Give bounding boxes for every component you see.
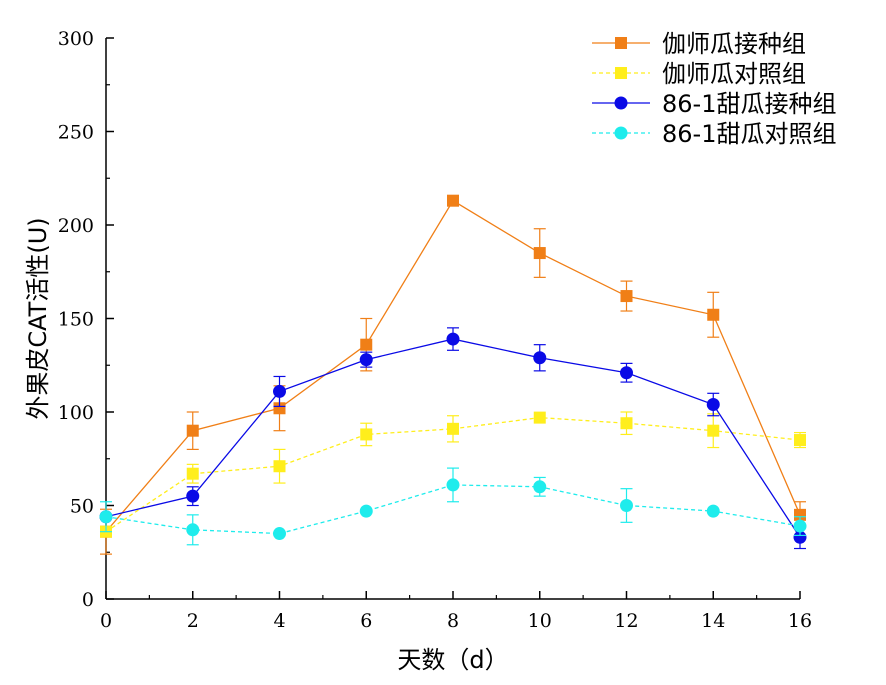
data-point — [273, 527, 286, 541]
x-tick-label: 14 — [701, 610, 725, 632]
data-point — [706, 504, 720, 518]
legend-swatch-marker — [614, 126, 628, 140]
data-point — [447, 422, 459, 435]
legend-swatch-marker — [615, 37, 627, 49]
data-point — [620, 290, 633, 303]
y-ticks: 0 50 100 150 200 250 300 — [58, 28, 114, 611]
data-point — [360, 428, 373, 441]
y-tick-label: 0 — [82, 589, 94, 611]
data-point — [620, 366, 633, 380]
data-point — [359, 353, 373, 367]
series-4 — [99, 467, 807, 546]
data-point — [707, 308, 720, 321]
data-point — [186, 467, 199, 480]
legend-item-4: 86-1甜瓜对照组 — [592, 120, 836, 148]
x-axis-label: 天数（d） — [397, 646, 508, 674]
data-point — [273, 402, 286, 415]
data-point — [359, 504, 373, 518]
legend-swatch-marker — [615, 67, 627, 79]
data-point — [533, 480, 547, 494]
y-tick-label: 200 — [58, 215, 94, 237]
data-point — [273, 460, 286, 473]
data-point — [447, 194, 459, 207]
data-point — [707, 424, 720, 437]
x-axis: 0 2 4 6 8 10 12 14 16 — [100, 591, 812, 632]
legend-label: 伽师瓜接种组 — [662, 30, 806, 58]
legend-item-2: 伽师瓜对照组 — [592, 60, 806, 88]
x-tick-label: 12 — [614, 610, 638, 632]
legend-item-1: 伽师瓜接种组 — [592, 30, 806, 58]
data-point — [186, 489, 200, 503]
data-point — [793, 519, 807, 533]
data-point — [446, 478, 460, 492]
legend-item-3: 86-1甜瓜接种组 — [592, 90, 836, 118]
y-axis-label: 外果皮CAT活性(U) — [24, 217, 52, 419]
x-tick-label: 4 — [273, 610, 285, 632]
data-point — [360, 338, 373, 351]
legend-label: 86-1甜瓜接种组 — [662, 90, 836, 118]
data-point — [794, 508, 806, 521]
legend-label: 伽师瓜对照组 — [662, 60, 806, 88]
y-tick-label: 150 — [58, 309, 94, 331]
x-ticks: 0 2 4 6 8 10 12 14 16 — [100, 591, 812, 632]
data-point — [186, 523, 200, 537]
x-tick-label: 0 — [100, 610, 112, 632]
data-point — [706, 398, 720, 412]
data-point — [99, 510, 113, 524]
y-tick-label: 50 — [70, 496, 94, 518]
legend-swatch-marker — [614, 96, 628, 110]
y-tick-label: 250 — [58, 122, 94, 144]
y-axis: 0 50 100 150 200 250 300 — [58, 28, 114, 611]
y-tick-label: 300 — [58, 28, 94, 50]
data-point — [620, 417, 633, 430]
x-tick-label: 2 — [187, 610, 199, 632]
legend-label: 86-1甜瓜对照组 — [662, 120, 836, 148]
series-layer — [99, 194, 807, 555]
x-tick-label: 10 — [528, 610, 552, 632]
series-line — [105, 484, 801, 535]
y-tick-label: 100 — [58, 402, 94, 424]
series-line — [105, 416, 801, 533]
data-point — [794, 434, 806, 447]
data-point — [533, 247, 546, 260]
data-point — [446, 332, 460, 346]
data-point — [273, 384, 286, 398]
data-point — [620, 499, 633, 512]
x-tick-label: 6 — [360, 610, 372, 632]
data-point — [533, 351, 547, 365]
x-tick-label: 16 — [788, 610, 812, 632]
x-tick-label: 8 — [447, 610, 459, 632]
data-point — [186, 424, 199, 437]
data-point — [533, 411, 546, 424]
data-point — [793, 530, 807, 544]
